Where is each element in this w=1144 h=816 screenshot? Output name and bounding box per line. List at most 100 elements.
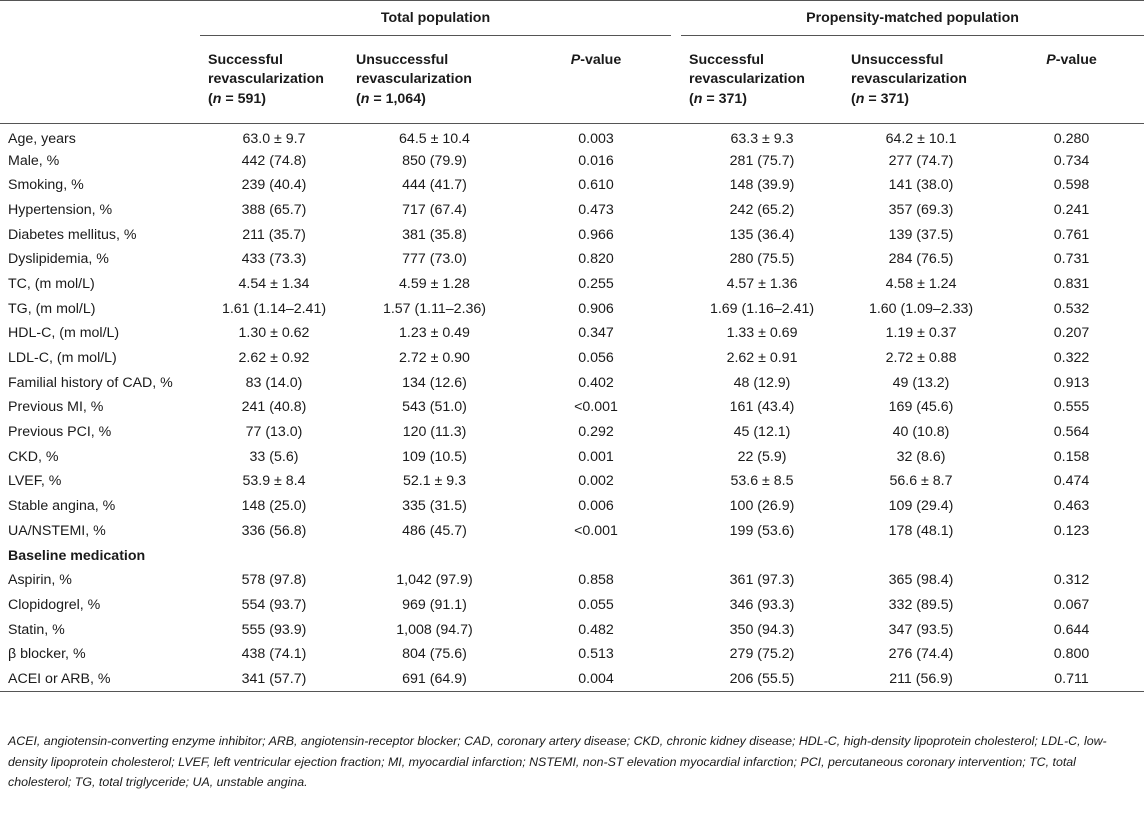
cell-total-unsuccessful: 543 (51.0)	[402, 399, 467, 416]
cell-total-unsuccessful: 691 (64.9)	[348, 666, 521, 692]
cell-matched-successful: 199 (53.6)	[729, 522, 795, 539]
cell-matched-unsuccessful: 56.6 ± 8.7	[889, 473, 953, 490]
cell-total-unsuccessful: 444 (41.7)	[402, 177, 467, 194]
cell-matched-successful: 206 (55.5)	[681, 666, 844, 692]
spacer-cell	[671, 321, 681, 346]
cell-matched-successful: 48 (12.9)	[733, 374, 791, 391]
cell-total-pvalue: 0.966	[578, 226, 614, 243]
cell-total-successful: 33 (5.6)	[249, 448, 299, 465]
cell-matched-unsuccessful: 357 (69.3)	[888, 201, 954, 218]
cell-matched-unsuccessful: 1.19 ± 0.37	[885, 325, 957, 342]
cell-total-successful: 4.54 ± 1.34	[238, 275, 310, 292]
cell-total-successful: 211 (35.7)	[242, 226, 306, 243]
cell-total-successful: 438 (74.1)	[241, 646, 307, 663]
cell-total-pvalue: 0.002	[578, 473, 614, 490]
cell-total-pvalue: 0.004	[521, 666, 672, 692]
table-row: β blocker, % 438 (74.1) 804 (75.6) 0.513 279…	[0, 642, 1144, 667]
spacer-cell	[671, 519, 681, 544]
table-row: Statin, % 555 (93.9) 1,008 (94.7) 0.482 350 …	[0, 617, 1144, 642]
cell-matched-pvalue: 0.731	[1053, 251, 1090, 268]
n-label: n	[212, 90, 222, 107]
cell-total-pvalue: <0.001	[574, 399, 618, 416]
cell-matched-pvalue: 0.463	[1053, 498, 1090, 515]
cell-matched-pvalue: 0.644	[1053, 621, 1090, 638]
cell-matched-successful: 1.69 (1.16–2.41)	[709, 300, 815, 317]
cell-matched-pvalue: 0.761	[1053, 226, 1090, 243]
cell-matched-successful: 22 (5.9)	[737, 448, 787, 465]
cell-total-pvalue: 0.858	[578, 572, 614, 589]
p-suffix: -value	[1055, 52, 1097, 68]
p-label: P	[570, 52, 581, 68]
row-label: Diabetes mellitus, %	[8, 226, 137, 243]
n-label: n	[855, 90, 865, 107]
row-label: Age, years	[8, 131, 76, 148]
cell-total-unsuccessful: 4.59 ± 1.28	[399, 275, 470, 292]
cell-matched-pvalue: 0.474	[1053, 473, 1090, 490]
cell-total-successful: 341 (57.7)	[200, 666, 348, 692]
cell-total-pvalue: 0.482	[578, 621, 614, 638]
header-empty-cell	[0, 0, 200, 36]
header-line: Unsuccessful	[851, 52, 944, 68]
header-matched-pvalue: P-value	[999, 35, 1144, 124]
spacer-cell	[671, 247, 681, 272]
cell-matched-pvalue: 0.158	[1053, 448, 1090, 465]
cell-total-successful: 388 (65.7)	[241, 201, 307, 218]
spacer-cell	[671, 469, 681, 494]
cell-total-successful: 53.9 ± 8.4	[242, 473, 306, 490]
cell-matched-successful: 281 (75.7)	[729, 152, 795, 169]
cell-matched-unsuccessful: 332 (89.5)	[888, 596, 954, 613]
table-row: Previous PCI, % 77 (13.0) 120 (11.3) 0.292 4…	[0, 420, 1144, 445]
cell-total-pvalue: 0.292	[578, 424, 614, 441]
spacer-cell	[671, 148, 681, 173]
group-header-total: Total population	[200, 0, 672, 36]
header-matched-unsuccessful: Unsuccessful revascularization (n = 371)	[843, 35, 1000, 124]
n-value: = 591)	[221, 90, 266, 107]
cell-total-pvalue: 0.056	[578, 350, 614, 367]
row-label: LVEF, %	[8, 473, 62, 490]
cell-matched-pvalue: 0.322	[1053, 350, 1090, 367]
baseline-characteristics-table: Total population Propensity-matched popu…	[0, 0, 1144, 692]
table-footnote: ACEI, angiotensin-converting enzyme inhi…	[8, 734, 1107, 789]
row-label: CKD, %	[8, 448, 59, 465]
cell-total-successful: 63.0 ± 9.7	[242, 131, 306, 148]
row-label: Dyslipidemia, %	[8, 251, 109, 268]
cell-total-successful: 442 (74.8)	[241, 152, 307, 169]
cell-total-pvalue: 0.906	[578, 300, 614, 317]
header-variable-cell	[0, 35, 200, 124]
row-label: β blocker, %	[8, 646, 86, 663]
table-row: TC, (m mol/L) 4.54 ± 1.34 4.59 ± 1.28 0.255…	[0, 272, 1144, 297]
spacer-cell	[671, 642, 681, 667]
header-n-line: (n = 591)	[208, 90, 266, 107]
cell-matched-successful: 280 (75.5)	[729, 251, 795, 268]
row-label: Stable angina, %	[8, 498, 116, 515]
row-label: Clopidogrel, %	[8, 596, 101, 613]
cell-total-unsuccessful: 717 (67.4)	[402, 201, 467, 218]
cell-total-pvalue: 0.820	[578, 251, 614, 268]
table-row: Previous MI, % 241 (40.8) 543 (51.0) <0.001…	[0, 395, 1144, 420]
cell-total-unsuccessful: 850 (79.9)	[402, 152, 467, 169]
spacer-cell	[671, 568, 681, 593]
cell-matched-unsuccessful: 32 (8.6)	[896, 448, 946, 465]
spacer-cell	[671, 346, 681, 371]
table-row: UA/NSTEMI, % 336 (56.8) 486 (45.7) <0.001 19…	[0, 519, 1144, 544]
cell-matched-pvalue: 0.913	[1053, 374, 1090, 391]
cell-matched-successful: 53.6 ± 8.5	[730, 473, 794, 490]
column-header-row: Successful revascularization (n = 591) U…	[0, 35, 1144, 124]
cell-total-successful: 2.62 ± 0.92	[238, 350, 310, 367]
header-total-unsuccessful: Unsuccessful revascularization (n = 1,06…	[348, 35, 521, 124]
cell-matched-successful: 45 (12.1)	[733, 424, 791, 441]
cell-matched-successful: 346 (93.3)	[729, 596, 795, 613]
spacer-cell	[671, 420, 681, 445]
cell-total-pvalue: 0.513	[578, 646, 614, 663]
cell-matched-successful: 242 (65.2)	[729, 201, 795, 218]
row-label: Aspirin, %	[8, 572, 72, 589]
row-label: Smoking, %	[8, 177, 84, 194]
cell-matched-unsuccessful: 2.72 ± 0.88	[885, 350, 957, 367]
cell-matched-successful: 350 (94.3)	[729, 621, 795, 638]
cell-total-successful: 148 (25.0)	[241, 498, 307, 515]
group-header-matched: Propensity-matched population	[681, 0, 1144, 36]
cell-matched-successful: 4.57 ± 1.36	[726, 275, 798, 292]
header-n-line: (n = 371)	[689, 90, 747, 107]
spacer-cell	[671, 222, 681, 247]
